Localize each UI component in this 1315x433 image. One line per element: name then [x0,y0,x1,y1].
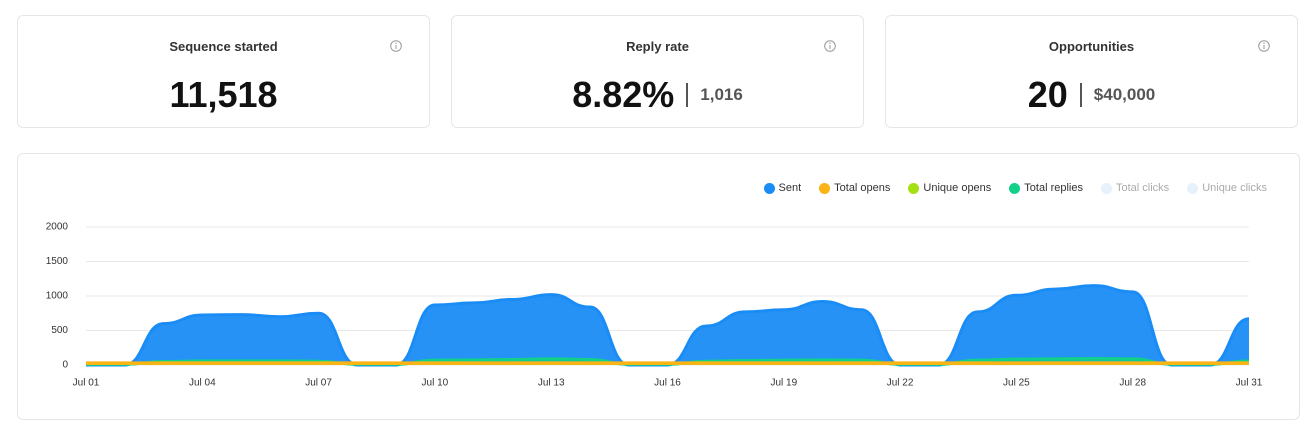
card-value: 20 [1027,74,1068,115]
card-values: 11,518 [18,74,429,116]
card-value: 11,518 [169,74,278,115]
legend-swatch [819,182,831,194]
card-secondary: $40,000 [1093,85,1156,104]
separator [1079,83,1082,107]
legend-item[interactable]: Unique clicks [1187,182,1267,194]
card-secondary: 1,016 [700,85,743,104]
kpi-card: Opportunities 20 $40,000 [885,15,1298,128]
legend-label: Total opens [834,182,891,194]
legend-item[interactable]: Total opens [819,182,890,194]
card-title: Sequence started [169,39,278,54]
card-value: 8.82% [572,74,675,115]
legend-swatch [1009,182,1021,194]
legend-label: Unique clicks [1202,182,1267,194]
chart-panel: Sent Total opens Unique opens Total replies… [17,153,1300,420]
kpi-card: Reply rate 8.82% 1,016 [451,15,864,128]
card-values: 20 $40,000 [886,74,1297,116]
info-icon[interactable] [824,39,836,57]
card-title: Reply rate [626,39,689,54]
legend-item[interactable]: Total replies [1009,182,1083,194]
legend-item[interactable]: Sent [763,182,802,194]
legend-swatch [763,182,775,194]
legend-item[interactable]: Unique opens [908,182,991,194]
info-icon[interactable] [1258,39,1270,57]
legend-label: Sent [778,182,802,194]
info-icon[interactable] [390,39,402,57]
legend-swatch [1101,182,1112,194]
separator [686,83,689,107]
legend-swatch [908,182,920,194]
card-values: 8.82% 1,016 [452,74,863,116]
legend-label: Unique opens [923,182,992,194]
legend-label: Total clicks [1116,182,1170,194]
legend: Sent Total opens Unique opens Total replies… [763,182,1267,194]
card-title: Opportunities [1048,39,1135,54]
kpi-card: Sequence started 11,518 [17,15,430,128]
legend-item[interactable]: Total clicks [1101,182,1169,194]
legend-label: Total replies [1024,182,1083,194]
legend-swatch [1187,182,1199,194]
